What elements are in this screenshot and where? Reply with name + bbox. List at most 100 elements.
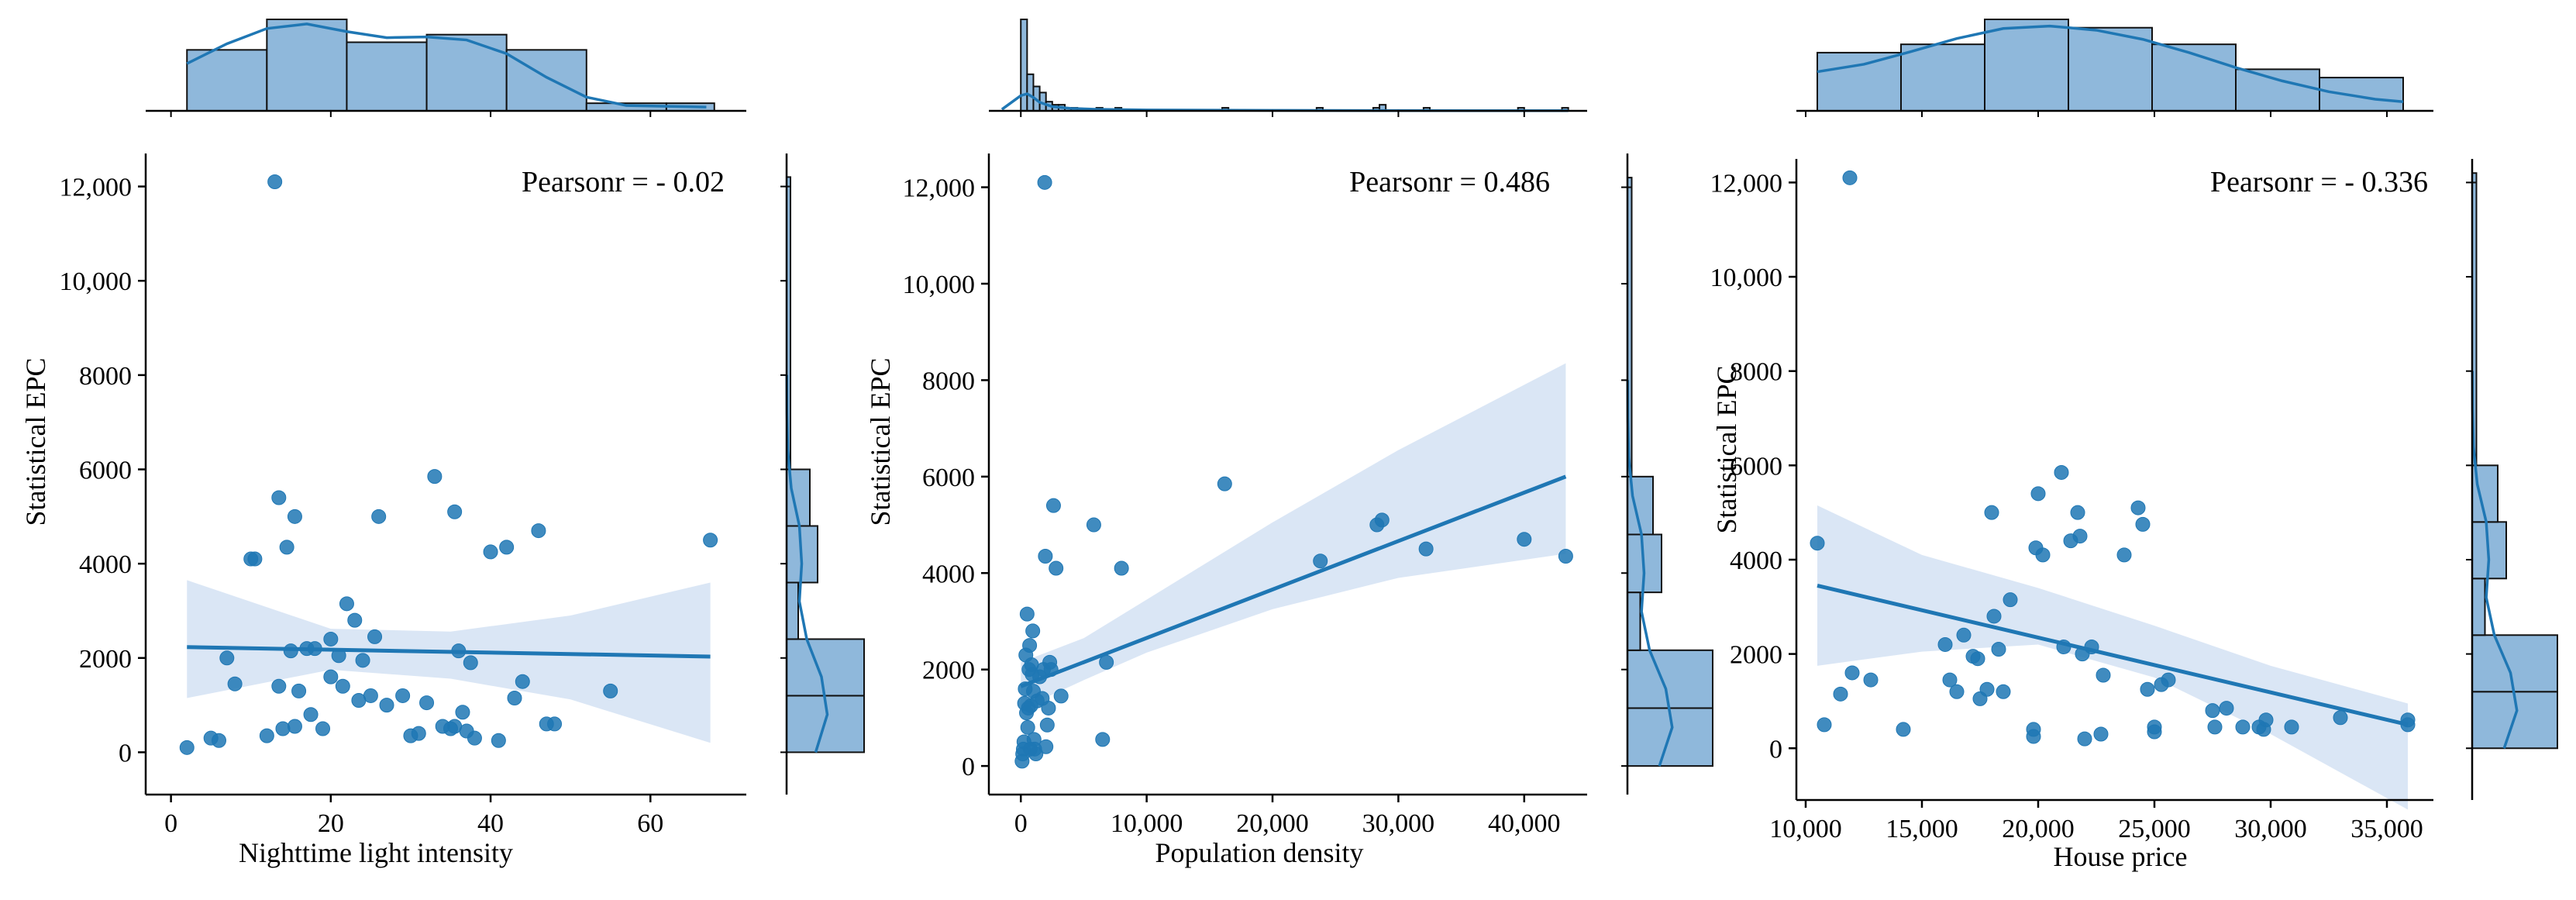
data-point — [303, 707, 319, 722]
data-point — [395, 688, 411, 703]
data-point — [1086, 517, 1101, 533]
y-tick-label: 4000 — [922, 560, 975, 588]
data-point — [1817, 717, 1832, 733]
data-point — [271, 678, 287, 694]
right-hist-bar — [2471, 578, 2486, 636]
y-tick-label: 10,000 — [60, 267, 133, 296]
x-tick-label: 40,000 — [1488, 809, 1561, 838]
top-kde-curve — [186, 22, 707, 109]
data-point — [2140, 681, 2155, 697]
y-axis-label: Statistical EPC — [20, 357, 51, 526]
data-point — [411, 726, 426, 741]
data-point — [2026, 722, 2041, 737]
data-point — [1025, 623, 1041, 639]
x-tick-label: 40 — [477, 809, 504, 838]
x-tick-label: 0 — [164, 809, 177, 838]
data-point — [463, 655, 478, 671]
data-point — [2333, 710, 2348, 726]
data-point — [275, 721, 291, 736]
data-point — [363, 688, 378, 703]
data-point — [1896, 722, 1911, 737]
data-point — [315, 721, 331, 736]
x-axis-label: Nighttime light intensity — [239, 837, 513, 868]
y-tick-label: 8000 — [79, 362, 132, 391]
x-tick-label: 20,000 — [2002, 815, 2075, 843]
data-point — [1863, 672, 1879, 688]
data-point — [1986, 609, 2002, 624]
panel-nighttime-light: Nighttime light intensity Statistical EP… — [20, 19, 865, 868]
y-tick-label: 0 — [962, 753, 975, 781]
data-point — [267, 174, 283, 189]
y-tick-label: 0 — [1769, 735, 1782, 764]
right-hist-bar — [786, 638, 865, 697]
data-point — [1956, 627, 1972, 643]
data-point — [1041, 700, 1056, 716]
data-point — [259, 728, 274, 743]
top-hist-bar — [1984, 19, 2069, 112]
data-point — [467, 730, 482, 746]
pearson-annotation: Pearsonr = - 0.02 — [522, 166, 725, 198]
top-hist-bar — [1026, 73, 1035, 112]
top-hist-bar — [425, 33, 508, 112]
data-point — [1810, 536, 1825, 551]
right-hist-bar — [1627, 649, 1713, 709]
data-point — [1038, 548, 1053, 564]
data-point — [1053, 688, 1069, 704]
top-hist-bar — [266, 19, 348, 112]
y-tick-label: 2000 — [1730, 641, 1782, 670]
x-tick-label: 30,000 — [1362, 809, 1435, 838]
data-point — [499, 540, 515, 555]
data-point — [291, 683, 307, 698]
data-point — [1949, 684, 1965, 699]
data-point — [2161, 672, 2176, 688]
data-point — [1020, 719, 1035, 735]
data-point — [347, 612, 363, 628]
data-point — [2030, 486, 2046, 502]
panel-population-density: Population density Statistical EPC Pears… — [865, 19, 1713, 868]
x-tick-label: 20 — [318, 809, 344, 838]
confidence-band — [1021, 363, 1566, 709]
y-axis-label: Statistical EPC — [865, 357, 896, 526]
y-tick-label: 10,000 — [1710, 264, 1783, 292]
right-kde-curve — [2471, 371, 2519, 749]
data-point — [2130, 500, 2146, 516]
top-hist-bar — [346, 41, 428, 112]
data-point — [179, 740, 195, 755]
data-point — [703, 533, 718, 548]
pearson-annotation: Pearsonr = 0.486 — [1349, 166, 1550, 198]
confidence-band — [187, 580, 711, 743]
x-tick-label: 20,000 — [1236, 809, 1309, 838]
data-point — [1114, 560, 1129, 576]
data-point — [1095, 732, 1111, 747]
y-tick-label: 4000 — [79, 550, 132, 579]
data-point — [531, 523, 546, 539]
data-point — [1996, 684, 2011, 699]
data-point — [1844, 665, 1860, 681]
x-tick-label: 30,000 — [2234, 815, 2307, 843]
data-point — [1942, 672, 1958, 688]
data-point — [1039, 717, 1055, 733]
regression-line — [1020, 474, 1567, 688]
top-hist-bar — [2235, 68, 2320, 112]
data-point — [1418, 541, 1434, 557]
data-point — [515, 674, 530, 689]
data-point — [2116, 547, 2132, 563]
data-point — [379, 698, 394, 713]
x-tick-label: 60 — [637, 809, 663, 838]
data-point — [287, 719, 302, 734]
data-point — [483, 544, 498, 560]
y-tick-label: 8000 — [922, 367, 975, 395]
data-point — [1937, 636, 1953, 652]
data-point — [271, 490, 287, 505]
panel-house-price: House price Statistical EPC Pearsonr = -… — [1710, 19, 2558, 872]
data-point — [1970, 651, 1985, 667]
regression-line — [187, 645, 711, 659]
data-point — [547, 716, 563, 732]
top-kde-curve — [1000, 92, 1569, 112]
data-point — [2235, 719, 2251, 735]
y-tick-label: 8000 — [1730, 358, 1782, 387]
data-point — [2219, 701, 2234, 716]
top-hist-bar — [2068, 26, 2153, 112]
data-point — [287, 509, 302, 524]
